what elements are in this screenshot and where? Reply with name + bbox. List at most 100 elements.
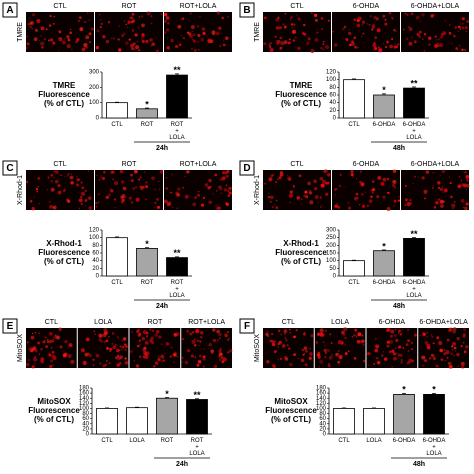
cell-signal (399, 333, 403, 336)
panel-label: B (243, 5, 250, 16)
cell-signal (170, 346, 173, 349)
cell-signal (155, 49, 159, 53)
cell-signal (170, 38, 174, 43)
cell-signal (337, 360, 340, 364)
cell-signal (461, 26, 465, 30)
cell-signal (151, 42, 156, 46)
cell-signal (141, 39, 145, 44)
cell-signal (329, 333, 332, 336)
y-axis-label: Fluorescence (275, 90, 327, 99)
cell-signal (87, 170, 89, 172)
cell-signal (192, 33, 196, 37)
cell-signal (277, 346, 280, 348)
cell-signal (455, 350, 457, 352)
cell-signal (35, 187, 39, 191)
cell-signal (272, 174, 274, 176)
cell-signal (273, 204, 275, 206)
cell-signal (382, 177, 387, 182)
cell-signal (353, 356, 357, 360)
cell-signal (226, 175, 229, 178)
cell-signal (31, 332, 34, 335)
cell-signal (303, 194, 306, 197)
cell-signal (212, 193, 214, 195)
cell-signal (287, 174, 289, 177)
cell-signal (328, 355, 333, 360)
cell-signal (176, 355, 178, 358)
cell-signal (449, 182, 452, 185)
cell-signal (301, 349, 304, 352)
time-label: 24h (156, 303, 168, 310)
bar (106, 102, 128, 119)
cell-signal (67, 347, 69, 349)
y-axis-label: Fluorescence (38, 248, 90, 257)
cell-signal (190, 25, 195, 30)
cell-signal (353, 36, 357, 40)
cell-signal (268, 177, 273, 182)
cell-signal (293, 353, 296, 356)
cell-signal (135, 45, 140, 50)
cell-signal (69, 176, 73, 180)
y-axis-label: (% of CTL) (44, 257, 84, 266)
cell-signal (421, 176, 425, 180)
cell-signal (268, 44, 271, 46)
cell-signal (419, 30, 422, 34)
cell-signal (165, 187, 169, 190)
cell-signal (210, 349, 215, 354)
cell-signal (78, 19, 80, 22)
y-tick-label: 140 (79, 396, 90, 402)
cell-signal (465, 345, 469, 349)
x-tick-label: ROT + LOLA (189, 438, 204, 457)
cell-signal (122, 186, 127, 191)
cell-signal (430, 353, 435, 358)
cell-signal (145, 335, 149, 338)
bar (126, 407, 148, 435)
cell-signal (220, 32, 222, 34)
cell-signal (398, 345, 402, 349)
cell-signal (345, 37, 349, 41)
cell-signal (404, 204, 407, 207)
cell-signal (410, 348, 413, 351)
cell-signal (59, 345, 63, 349)
cell-signal (437, 38, 440, 41)
cell-signal (411, 359, 414, 363)
cell-signal (26, 341, 29, 344)
cell-signal (78, 16, 82, 19)
image-label: ROT (147, 319, 163, 326)
cell-signal (283, 332, 287, 335)
cell-signal (408, 27, 413, 31)
cell-signal (112, 37, 116, 40)
cell-signal (338, 207, 340, 209)
cell-signal (314, 187, 318, 191)
cell-signal (26, 35, 28, 38)
cell-signal (98, 338, 102, 342)
cell-signal (99, 362, 102, 365)
cell-signal (288, 347, 291, 350)
cell-signal (193, 338, 196, 341)
cell-signal (316, 31, 319, 34)
panel-label: C (6, 163, 13, 174)
y-axis-label: MitoSOX (274, 397, 308, 406)
cell-signal (98, 333, 103, 338)
cell-signal (430, 14, 434, 18)
x-tick-label: ROT (161, 438, 174, 444)
cell-signal (434, 43, 439, 48)
bar (393, 393, 415, 435)
cell-signal (119, 345, 122, 348)
cell-signal (186, 329, 190, 333)
cell-signal (105, 39, 110, 44)
cell-signal (324, 351, 327, 355)
y-tick-label: 40 (82, 421, 89, 427)
cell-signal (40, 41, 45, 46)
cell-signal (394, 43, 397, 45)
cell-signal (424, 197, 427, 200)
cell-signal (132, 187, 136, 190)
cell-signal (432, 342, 435, 345)
x-tick-label: LOLA (366, 438, 381, 444)
cell-signal (220, 192, 223, 195)
cell-signal (377, 361, 379, 364)
cell-signal (28, 347, 32, 351)
cell-signal (145, 39, 149, 44)
cell-signal (409, 198, 412, 202)
y-tick-label: 100 (89, 100, 100, 106)
cell-signal (80, 181, 83, 184)
